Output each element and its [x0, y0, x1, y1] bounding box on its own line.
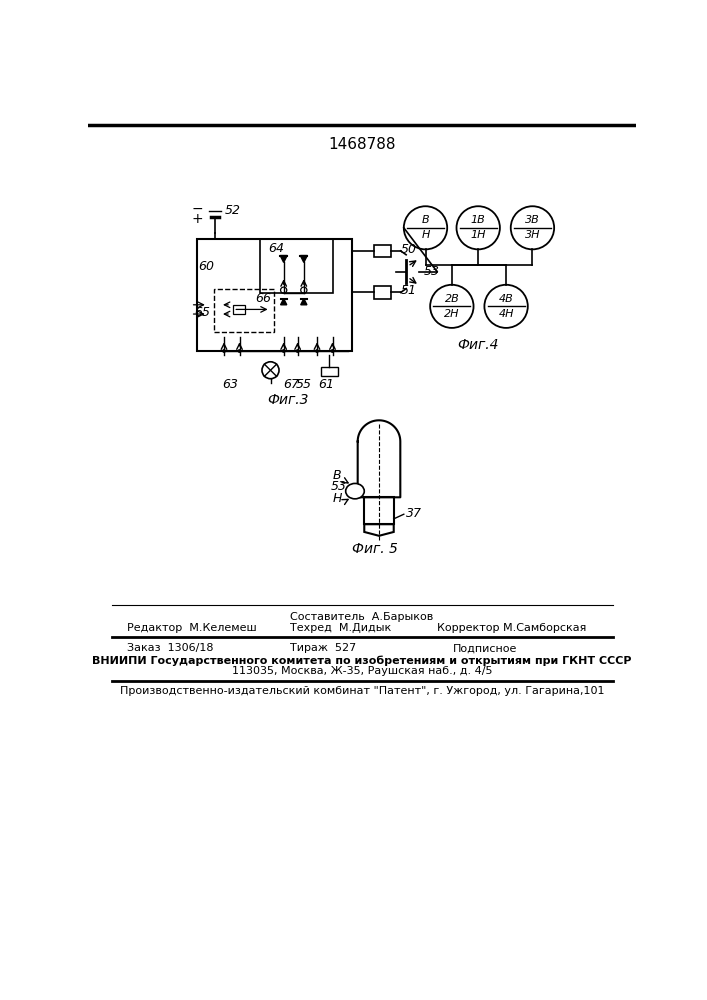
Text: Фиг.4: Фиг.4: [457, 338, 499, 352]
Text: Редактор  М.Келемеш: Редактор М.Келемеш: [127, 623, 257, 633]
Text: 51: 51: [401, 284, 416, 297]
Text: В: В: [421, 215, 429, 225]
Text: 61: 61: [318, 378, 334, 391]
Text: Н: Н: [421, 231, 430, 240]
Text: Заказ  1306/18: Заказ 1306/18: [127, 643, 214, 653]
Text: Техред  М.Дидык: Техред М.Дидык: [290, 623, 391, 633]
Text: 53: 53: [331, 480, 347, 493]
Text: 4В: 4В: [498, 294, 513, 304]
Bar: [364, 497, 394, 524]
Bar: [260, 239, 332, 293]
Text: 113035, Москва, Ж-35, Раушская наб., д. 4/5: 113035, Москва, Ж-35, Раушская наб., д. …: [232, 666, 492, 676]
Text: 2Н: 2Н: [444, 309, 460, 319]
Text: 3В: 3В: [525, 215, 540, 225]
Text: Корректор М.Самборская: Корректор М.Самборская: [437, 623, 587, 633]
Polygon shape: [280, 256, 287, 262]
Polygon shape: [358, 420, 400, 497]
Text: 1468788: 1468788: [328, 137, 396, 152]
Text: ВНИИПИ Государственного комитета по изобретениям и открытиям при ГКНТ СССР: ВНИИПИ Государственного комитета по изоб…: [92, 655, 631, 666]
Text: 60: 60: [198, 260, 214, 273]
Ellipse shape: [346, 483, 364, 499]
Bar: [321, 367, 338, 376]
Bar: [197, 239, 352, 351]
Polygon shape: [300, 299, 307, 305]
Circle shape: [222, 349, 226, 353]
Polygon shape: [281, 299, 287, 305]
Circle shape: [331, 349, 334, 353]
Text: 65: 65: [194, 306, 210, 319]
Text: 4Н: 4Н: [498, 309, 514, 319]
Circle shape: [238, 349, 241, 353]
Text: Фиг. 5: Фиг. 5: [352, 542, 398, 556]
Text: 3Н: 3Н: [525, 231, 540, 240]
Text: 37: 37: [406, 507, 422, 520]
Text: 64: 64: [268, 242, 284, 255]
Text: Тираж  527: Тираж 527: [290, 643, 356, 653]
Text: 55: 55: [296, 378, 312, 391]
Text: 1В: 1В: [471, 215, 486, 225]
Text: 52: 52: [225, 204, 241, 217]
Text: 66: 66: [255, 292, 271, 305]
Circle shape: [296, 349, 300, 353]
Text: −: −: [192, 202, 204, 216]
Text: 2В: 2В: [445, 294, 460, 304]
Text: Производственно-издательский комбинат "Патент", г. Ужгород, ул. Гагарина,101: Производственно-издательский комбинат "П…: [119, 686, 604, 696]
Bar: [373, 286, 391, 299]
Text: Составитель  А.Барыков: Составитель А.Барыков: [291, 612, 433, 622]
Text: Подписное: Подписное: [452, 643, 517, 653]
Text: 67: 67: [284, 378, 300, 391]
Text: +: +: [192, 212, 204, 226]
Circle shape: [281, 349, 286, 353]
Polygon shape: [364, 524, 394, 536]
Bar: [214, 289, 274, 332]
Circle shape: [315, 349, 319, 353]
Text: 1Н: 1Н: [470, 231, 486, 240]
Text: 53: 53: [424, 265, 440, 278]
Bar: [233, 305, 245, 314]
Text: Фиг.3: Фиг.3: [267, 393, 309, 407]
Text: 63: 63: [222, 378, 238, 391]
Polygon shape: [300, 256, 308, 262]
Text: Н: Н: [332, 492, 342, 505]
Text: В: В: [333, 469, 341, 482]
Bar: [373, 245, 391, 257]
Text: 50: 50: [401, 243, 416, 256]
